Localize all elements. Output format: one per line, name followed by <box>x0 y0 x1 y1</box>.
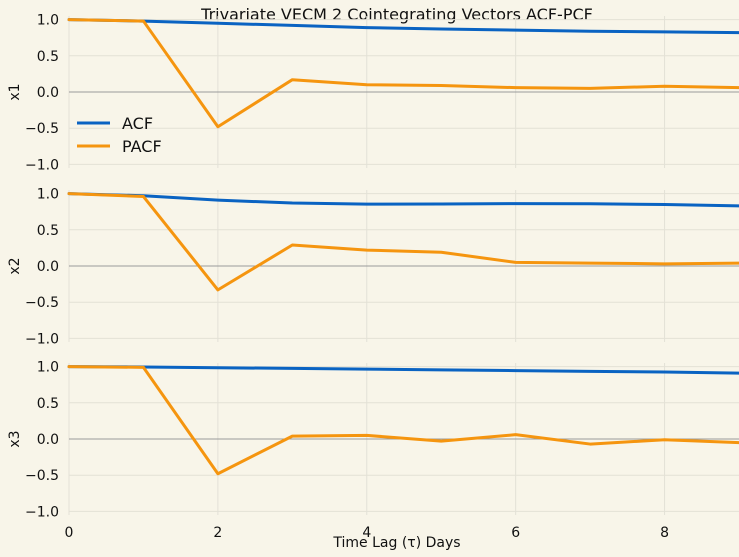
y-tick-label: −1.0 <box>25 504 59 520</box>
legend: ACF PACF <box>77 114 162 156</box>
y-tick-label: −0.5 <box>25 295 59 311</box>
series-line-pacf-x3 <box>67 365 739 476</box>
series-line-pacf-x1 <box>67 18 739 129</box>
y-tick-label: 1.0 <box>37 13 59 29</box>
y-tick-label: 0.5 <box>37 396 59 412</box>
y-tick-label: 0.0 <box>37 85 59 101</box>
panel-x2: 1.0 0.5 0.0 −0.5 −1.0 x2 <box>7 187 739 347</box>
y-tick-label: −1.0 <box>25 157 59 173</box>
x-axis-label: Time Lag (τ) Days <box>332 535 460 551</box>
chart-panels: 1.00.50.0−0.5−1.0x11.00.50.0−0.5−1.0x21.… <box>7 13 739 541</box>
series-line-acf-x2 <box>67 192 739 208</box>
series-line-acf-x3 <box>67 365 739 375</box>
x-tick-label: 4 <box>362 525 371 541</box>
y-tick-label: −0.5 <box>25 121 59 137</box>
y-tick-label: 1.0 <box>37 187 59 203</box>
y-tick-label: −0.5 <box>25 468 59 484</box>
y-axis-label: x1 <box>7 83 23 100</box>
series-line-pacf-x2 <box>67 192 739 292</box>
panel-x3: 1.0 0.5 0.0 −0.5 −1.0 x3 0 2 4 6 8 <box>7 360 739 541</box>
x-tick-label: 8 <box>660 525 669 541</box>
y-axis-label: x3 <box>7 430 23 447</box>
y-tick-label: −1.0 <box>25 331 59 347</box>
chart-title: Trivariate VECM 2 Cointegrating Vectors … <box>200 5 593 24</box>
y-tick-label: 0.0 <box>37 259 59 275</box>
x-tick-label: 0 <box>65 525 74 541</box>
panel-x1: 1.0 0.5 0.0 −0.5 −1.0 x1 <box>7 13 739 173</box>
series-line-acf-x1 <box>67 18 739 35</box>
y-tick-label: 0.5 <box>37 49 59 65</box>
legend-label-acf: ACF <box>122 114 153 133</box>
x-tick-label: 2 <box>213 525 222 541</box>
legend-label-pacf: PACF <box>122 137 162 156</box>
x-tick-label: 6 <box>511 525 520 541</box>
y-tick-label: 1.0 <box>37 360 59 376</box>
y-tick-label: 0.0 <box>37 432 59 448</box>
y-tick-label: 0.5 <box>37 223 59 239</box>
y-axis-label: x2 <box>7 257 23 274</box>
